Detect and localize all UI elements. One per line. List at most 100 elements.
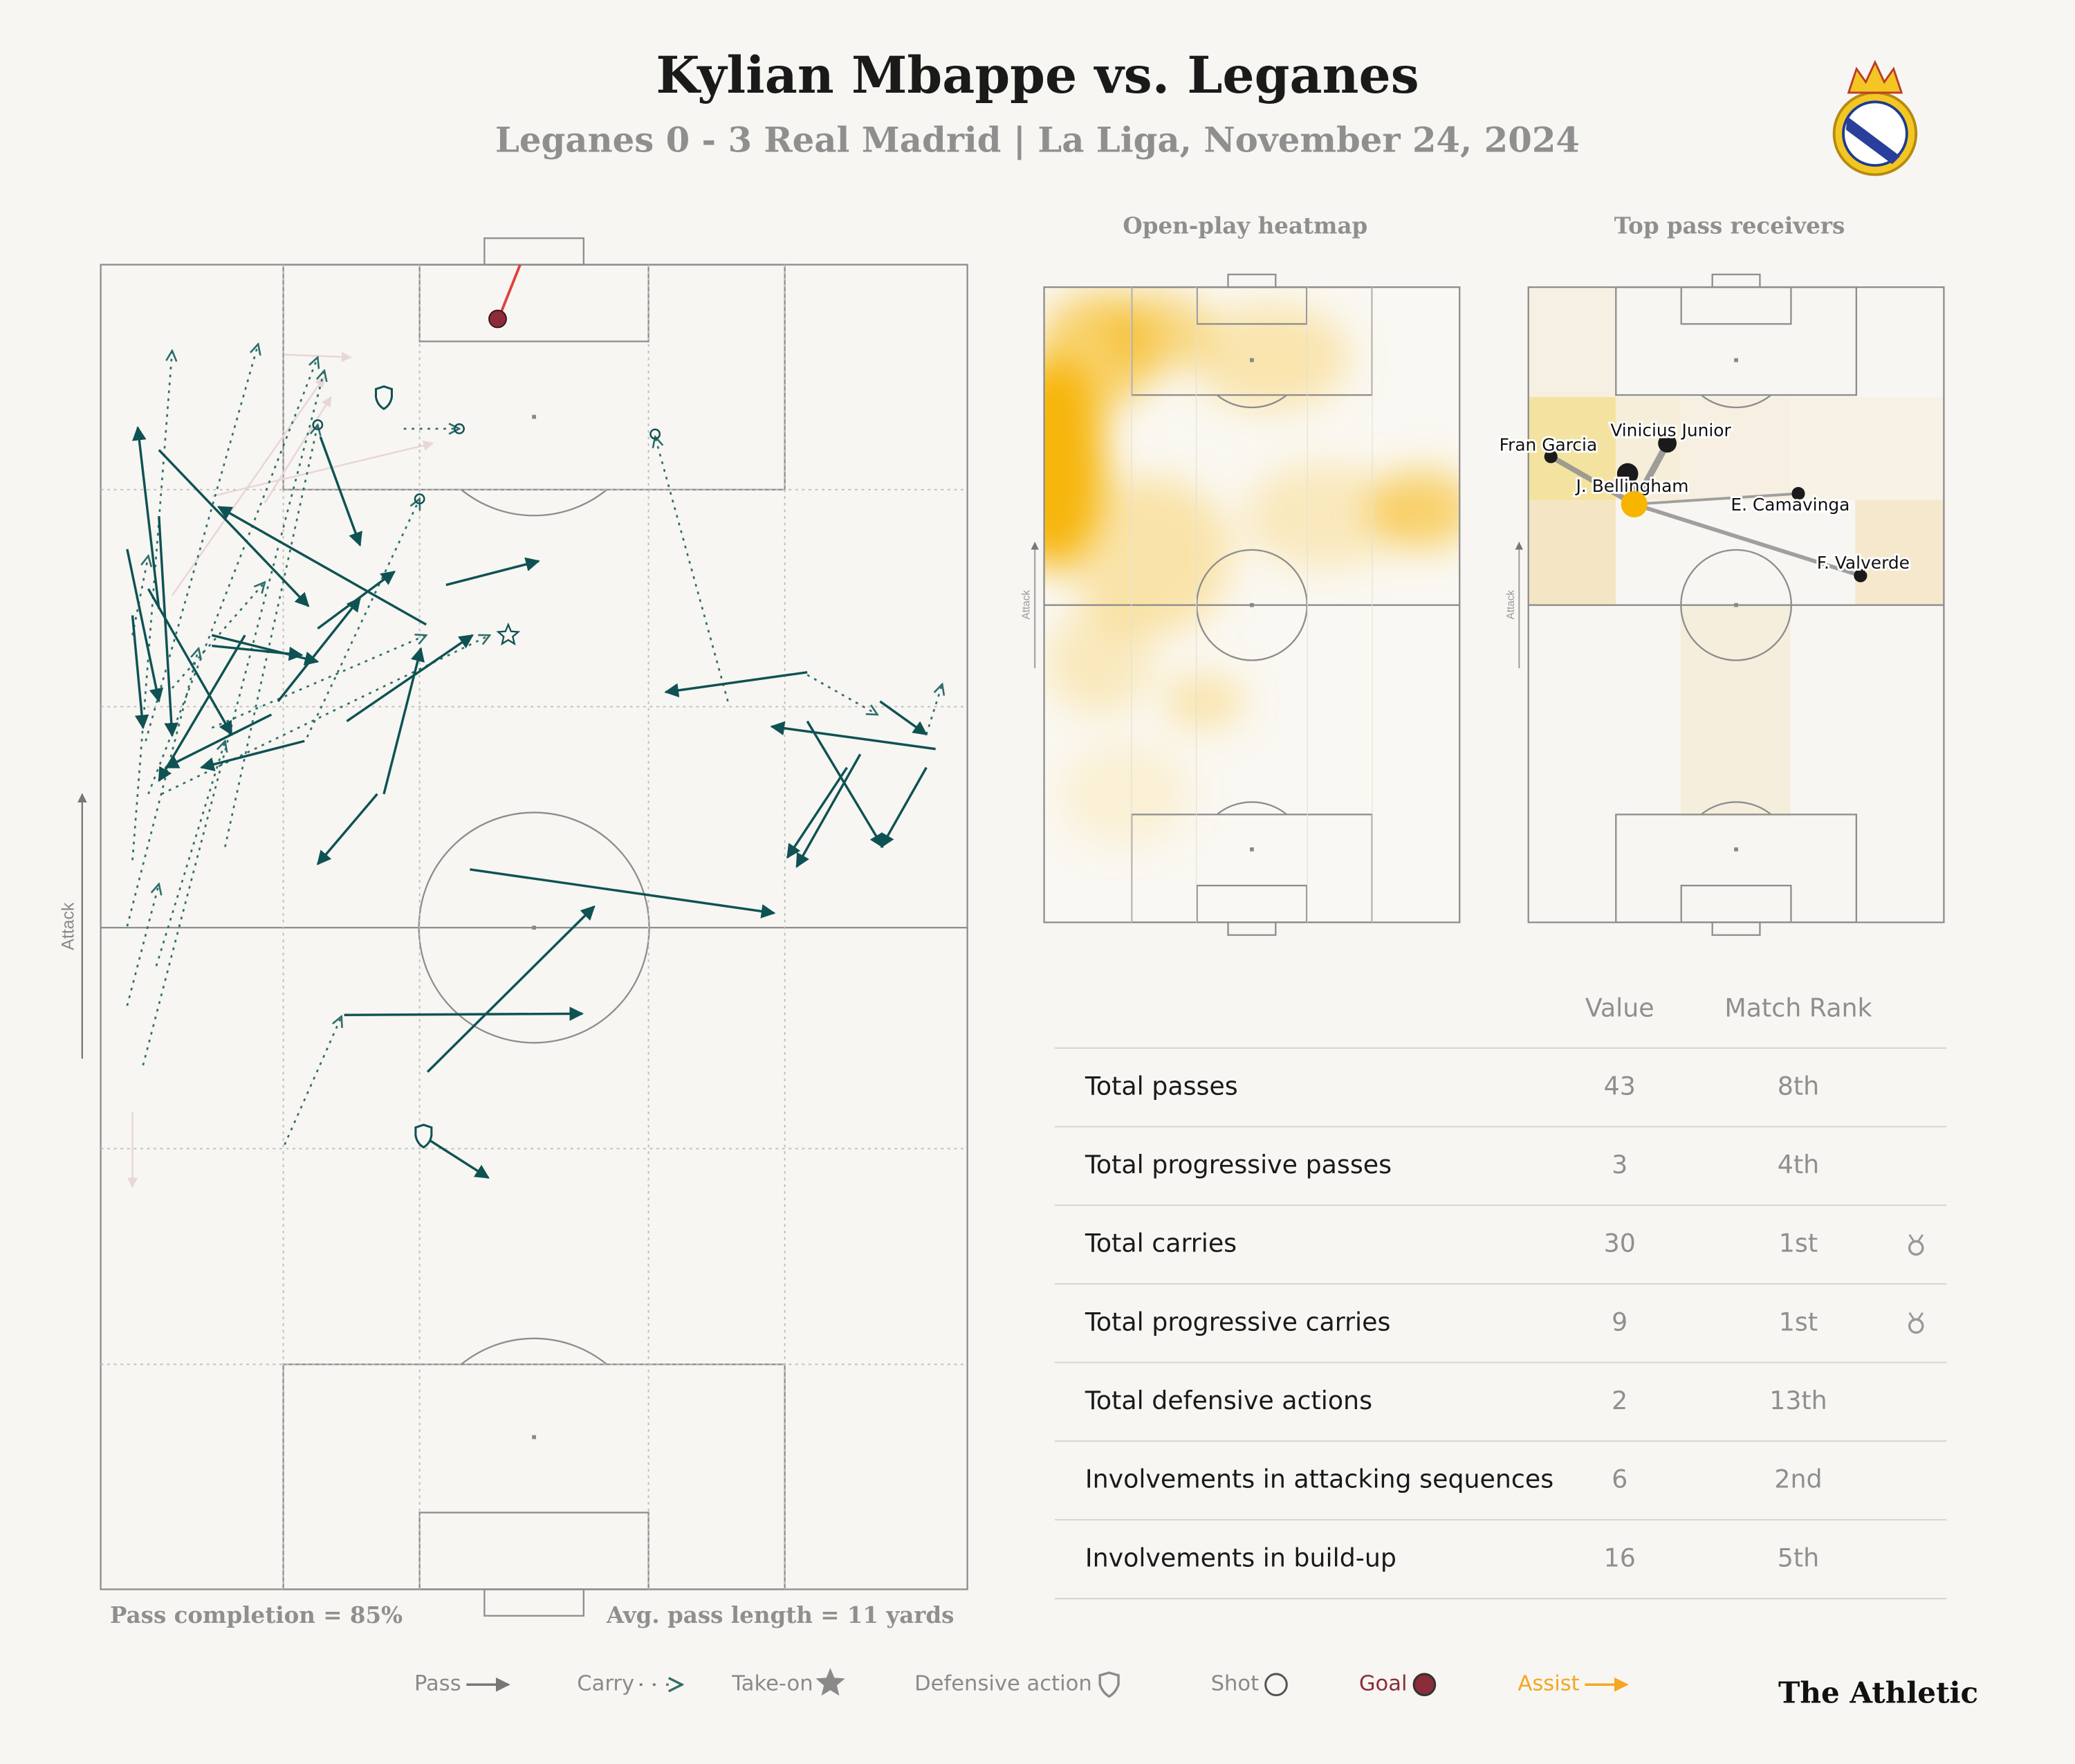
pass <box>277 597 361 702</box>
heatmap-pitch <box>1043 273 1461 936</box>
spot <box>1250 358 1254 362</box>
six-yard-box <box>1680 286 1792 325</box>
heat-blob <box>1244 463 1403 569</box>
pass-completion: Pass completion = 85% <box>110 1601 403 1628</box>
player-name: Fran Garcia <box>1500 435 1598 455</box>
pass <box>126 549 164 703</box>
six-yard-box <box>418 264 649 342</box>
player-name: Vinicius Junior <box>1610 421 1731 441</box>
pass <box>319 436 362 547</box>
pass <box>879 700 928 736</box>
pass <box>217 506 427 626</box>
crest-crown <box>1847 59 1903 94</box>
penalty-arc <box>461 1337 608 1366</box>
row-label: Total progressive carries <box>1085 1307 1391 1336</box>
avg-pass-length: Avg. pass length = 11 yards <box>606 1601 954 1628</box>
pass <box>199 739 305 771</box>
goal <box>1227 273 1277 288</box>
shot <box>454 423 465 434</box>
attack-label: Attack <box>1021 590 1033 620</box>
zone <box>1680 605 1791 817</box>
row-rank: 13th <box>1769 1386 1827 1415</box>
pass <box>212 644 304 661</box>
receivers-pitch <box>1527 273 1945 936</box>
penalty-box <box>1615 814 1857 924</box>
legend-label: Goal <box>1359 1672 1408 1696</box>
player-name: F. Valverde <box>1817 553 1910 573</box>
spot <box>1734 358 1738 362</box>
row-rank: 1st <box>1779 1229 1818 1258</box>
pass <box>425 1137 490 1179</box>
pass <box>158 449 310 607</box>
carry <box>131 555 149 636</box>
legend-label: Pass <box>414 1672 461 1696</box>
goal <box>483 1588 584 1617</box>
spot <box>1250 847 1254 852</box>
row-value: 30 <box>1604 1229 1636 1258</box>
goal-shot <box>497 264 522 318</box>
player-name: E. Camavinga <box>1731 495 1850 515</box>
shot <box>414 493 425 505</box>
spot <box>532 414 536 419</box>
row-label: Total progressive passes <box>1085 1150 1392 1179</box>
carry <box>155 741 225 966</box>
carry <box>145 344 259 742</box>
club-crest <box>1832 59 1918 176</box>
row-value: 9 <box>1612 1307 1627 1336</box>
attack-label: Attack <box>1505 590 1517 620</box>
spot <box>532 1435 536 1440</box>
spot <box>1734 603 1738 607</box>
heatmap-title: Open-play heatmap <box>1123 212 1367 239</box>
carry <box>147 358 317 795</box>
pass <box>131 615 149 730</box>
penalty-box <box>1615 286 1857 396</box>
row-rank: 5th <box>1778 1543 1819 1572</box>
carry <box>306 499 420 738</box>
spot <box>1734 847 1738 852</box>
penalty-arc <box>1216 801 1288 816</box>
pass <box>795 753 862 868</box>
defensive-action <box>374 385 393 410</box>
medal <box>1908 1240 1924 1256</box>
goal <box>483 237 584 266</box>
carry <box>655 437 729 702</box>
failed-pass <box>171 376 325 596</box>
legend-shot <box>1264 1673 1288 1697</box>
penalty-arc <box>1700 801 1772 816</box>
goal <box>1711 273 1761 288</box>
pass <box>158 515 179 737</box>
pass <box>806 720 884 849</box>
row-value: 2 <box>1612 1386 1627 1415</box>
carry <box>806 674 877 715</box>
shot <box>649 428 661 440</box>
row-label: Total passes <box>1085 1071 1238 1101</box>
failed-pass <box>284 351 352 362</box>
pass-link <box>1632 502 1863 578</box>
row-rank: 2nd <box>1774 1464 1822 1494</box>
goal <box>1227 921 1277 936</box>
carry <box>126 648 199 927</box>
heat-blob <box>1164 674 1244 728</box>
player-node <box>1658 434 1677 453</box>
row-rank: 8th <box>1778 1071 1819 1101</box>
legend-take-on <box>815 1668 845 1696</box>
pass-link <box>1548 454 1637 507</box>
failed-pass <box>264 396 332 504</box>
carry <box>131 351 172 861</box>
pass <box>426 905 596 1073</box>
pass <box>346 634 474 722</box>
legend-label: Shot <box>1211 1672 1260 1696</box>
row-label: Involvements in attacking sequences <box>1085 1464 1553 1494</box>
zone <box>1528 500 1616 605</box>
zone <box>1855 500 1944 605</box>
pass <box>786 766 848 859</box>
goal <box>488 309 507 329</box>
row-rank: 1st <box>1779 1307 1818 1336</box>
column-header: Value <box>1585 993 1654 1023</box>
carry <box>925 684 942 735</box>
receivers-title: Top pass receivers <box>1614 212 1845 239</box>
row-label: Involvements in build-up <box>1085 1543 1396 1572</box>
row-value: 3 <box>1612 1150 1627 1179</box>
failed-pass <box>212 440 434 497</box>
